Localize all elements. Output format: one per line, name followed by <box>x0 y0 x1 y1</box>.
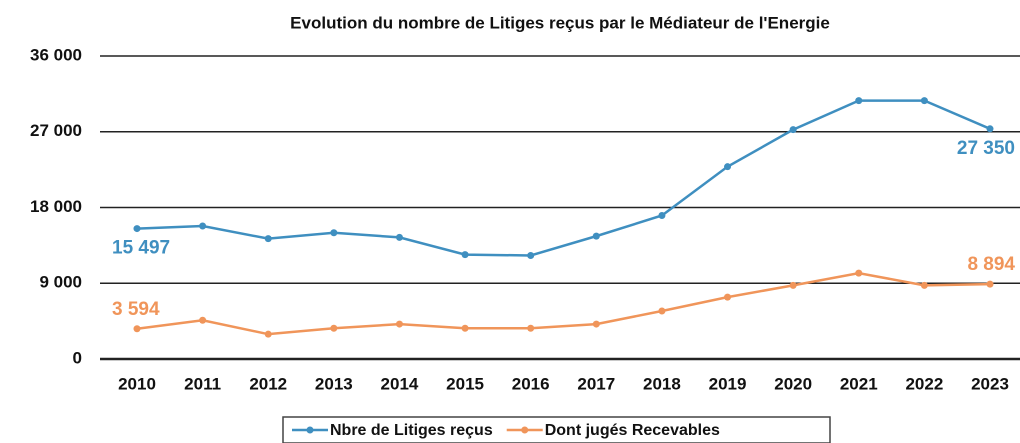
y-tick-label: 27 000 <box>30 121 82 140</box>
x-tick-label: 2022 <box>905 374 943 393</box>
data-point <box>133 225 141 233</box>
data-point <box>330 229 338 237</box>
data-point <box>199 316 207 324</box>
legend-box <box>282 416 831 443</box>
data-point <box>395 320 403 328</box>
data-point <box>199 222 207 230</box>
legend: Nbre de Litiges reçus Dont jugés Recevabl… <box>282 416 831 443</box>
series-line <box>136 271 991 336</box>
data-point <box>789 281 797 289</box>
x-tick-label: 2011 <box>184 374 221 393</box>
x-tick-label: 2021 <box>840 374 878 393</box>
data-point <box>658 211 666 219</box>
y-tick-label: 18 000 <box>30 197 82 216</box>
legend-label: Nbre de Litiges reçus <box>330 422 493 439</box>
y-tick-label: 9 000 <box>39 273 82 292</box>
data-point <box>527 251 535 259</box>
data-point <box>724 293 732 301</box>
x-tick-label: 2023 <box>971 374 1009 393</box>
x-tick-label: 2012 <box>249 374 287 393</box>
data-point <box>855 269 863 277</box>
data-point <box>461 251 469 259</box>
data-label: 8 894 <box>967 254 1015 275</box>
data-point <box>986 125 994 133</box>
x-tick-label: 2020 <box>774 374 812 393</box>
data-point <box>592 320 600 328</box>
data-point <box>461 324 469 332</box>
data-point <box>395 233 403 241</box>
legend-marker <box>521 426 529 434</box>
data-label: 3 594 <box>112 299 160 320</box>
legend-marker <box>306 426 314 434</box>
data-point <box>724 163 732 171</box>
data-point <box>330 324 338 332</box>
x-tick-label: 2017 <box>577 374 615 393</box>
data-point <box>592 232 600 240</box>
data-label: 15 497 <box>112 238 170 259</box>
data-point <box>789 126 797 134</box>
data-label: 27 350 <box>957 138 1015 159</box>
data-point <box>133 325 141 333</box>
data-point <box>855 97 863 105</box>
data-point <box>264 235 272 243</box>
data-point <box>920 281 928 289</box>
data-point <box>920 97 928 105</box>
legend-label: Dont jugés Recevables <box>545 422 720 439</box>
x-tick-label: 2019 <box>709 374 747 393</box>
x-tick-label: 2014 <box>381 374 419 393</box>
x-tick-label: 2013 <box>315 374 353 393</box>
y-tick-label: 36 000 <box>30 45 82 64</box>
chart-title: Evolution du nombre de Litiges reçus par… <box>290 13 830 32</box>
data-point <box>986 280 994 288</box>
data-point <box>527 324 535 332</box>
series-line <box>136 99 991 257</box>
data-point <box>264 330 272 338</box>
x-tick-label: 2018 <box>643 374 681 393</box>
y-tick-label: 0 <box>73 348 82 367</box>
x-tick-label: 2010 <box>118 374 156 393</box>
x-tick-label: 2015 <box>446 374 484 393</box>
x-tick-label: 2016 <box>512 374 550 393</box>
data-point <box>658 307 666 315</box>
